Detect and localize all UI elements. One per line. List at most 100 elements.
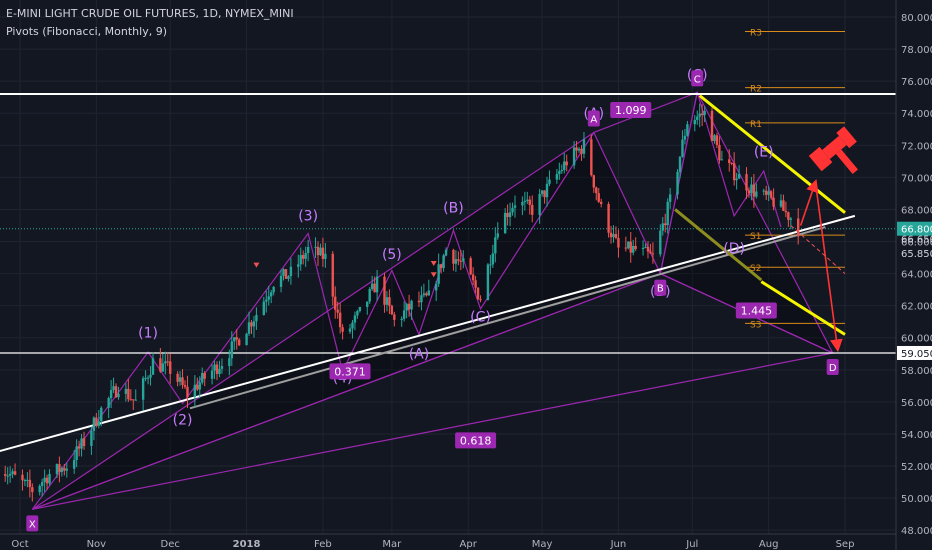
y-tick-label: 50.000 <box>901 494 932 505</box>
candle-body <box>634 245 637 249</box>
pattern-point-text: D <box>829 363 837 374</box>
candle-body <box>683 135 687 140</box>
candle-body <box>90 430 93 446</box>
gavel-icon <box>808 126 858 174</box>
candle-body <box>92 417 96 431</box>
candle-body <box>267 296 270 300</box>
candle-body <box>607 204 610 233</box>
candle-body <box>531 204 534 215</box>
pattern-leg-xd <box>32 352 833 510</box>
pattern-point-text: A <box>590 114 597 125</box>
candle-body <box>752 184 756 197</box>
candle-body <box>511 207 514 213</box>
candle-body <box>351 322 354 329</box>
candle-body <box>521 202 524 206</box>
pattern-point-bg <box>691 70 704 87</box>
x-tick-label: 2018 <box>233 539 261 550</box>
candle-body <box>782 200 785 211</box>
y-tick-label: 60.000 <box>901 334 932 345</box>
candle-body <box>434 283 438 291</box>
candle-body <box>750 184 753 194</box>
x-tick-label: Jun <box>610 539 627 550</box>
candle-body <box>97 421 101 426</box>
candle-body <box>63 468 66 471</box>
pattern-point-text: B <box>657 284 664 295</box>
gavel-handle <box>835 149 858 174</box>
candle-body <box>390 305 394 315</box>
candle-body <box>560 170 563 172</box>
elliott-label: (3) <box>298 209 318 225</box>
candle-body <box>582 139 586 154</box>
price-label-current: 66.800 <box>897 221 932 236</box>
candle-body <box>169 361 172 374</box>
projection-arrow-2 <box>814 182 843 353</box>
candle-body <box>235 337 238 340</box>
candle-body <box>494 237 497 254</box>
candle-body <box>237 339 241 346</box>
candle-body <box>767 191 770 195</box>
y-tick-label: 70.000 <box>901 173 932 184</box>
candle-body <box>462 258 465 262</box>
candle-body <box>405 303 408 311</box>
candle-body <box>306 246 310 254</box>
candle-body <box>612 234 615 238</box>
candle-body <box>548 179 551 184</box>
elliott-label: (1) <box>138 326 158 342</box>
candle-body <box>410 300 413 310</box>
candle-body <box>745 174 748 191</box>
candle-body <box>730 163 733 165</box>
candle-body <box>698 113 701 117</box>
candle-body <box>245 333 248 346</box>
candle-body <box>252 321 256 327</box>
channel-line-yellow-bottom <box>760 280 846 336</box>
candle-body <box>666 201 669 226</box>
candle-body <box>609 232 613 238</box>
candle-body <box>646 246 650 252</box>
candle-body <box>528 199 531 205</box>
candle-body <box>703 110 706 115</box>
candle-body <box>80 438 83 449</box>
ratio-label: 1.099 <box>610 102 652 119</box>
candle-body <box>72 459 76 469</box>
candle-body <box>471 274 475 281</box>
price-label-text: 65.850 <box>901 249 932 260</box>
pattern-point-text: X <box>29 519 36 530</box>
candle-body <box>388 297 391 306</box>
ratio-label-text: 0.371 <box>334 365 366 378</box>
indicator-label: Pivots (Fibonacci, Monthly, 9) <box>6 25 167 38</box>
candle-body <box>304 253 307 259</box>
candle-body <box>563 161 566 171</box>
candle-body <box>149 374 152 378</box>
candle-body <box>38 485 41 493</box>
candle-body <box>95 417 98 426</box>
candle-body <box>580 148 583 154</box>
candle-body <box>590 139 593 176</box>
candle-body <box>284 269 288 279</box>
candle-body <box>6 475 9 477</box>
pattern-point-a: A <box>587 110 600 127</box>
labels-layer: R3R2R1S1S2S3(1)(2)(3)(4)(5)(A)(B)(C)(A)(… <box>26 28 839 532</box>
candle-body <box>4 474 7 476</box>
y-tick-label: 52.000 <box>901 462 932 473</box>
candle-body <box>114 386 118 398</box>
candle-body <box>269 292 273 297</box>
candle-body <box>452 249 455 264</box>
candle-body <box>686 124 689 136</box>
candle-body <box>338 312 342 328</box>
candle-body <box>373 283 376 293</box>
projection-arrow-1 <box>799 179 819 226</box>
candle-body <box>476 287 480 300</box>
candle-body <box>474 280 477 288</box>
candle-body <box>247 322 251 334</box>
candle-body <box>720 159 724 161</box>
pivot-label-s2: S2 <box>750 264 761 274</box>
candle-body <box>797 218 800 237</box>
drawing-lines-layer <box>0 30 896 453</box>
candle-body <box>358 306 362 312</box>
candle-body <box>693 119 696 125</box>
candle-body <box>297 264 300 267</box>
candle-body <box>11 471 14 474</box>
